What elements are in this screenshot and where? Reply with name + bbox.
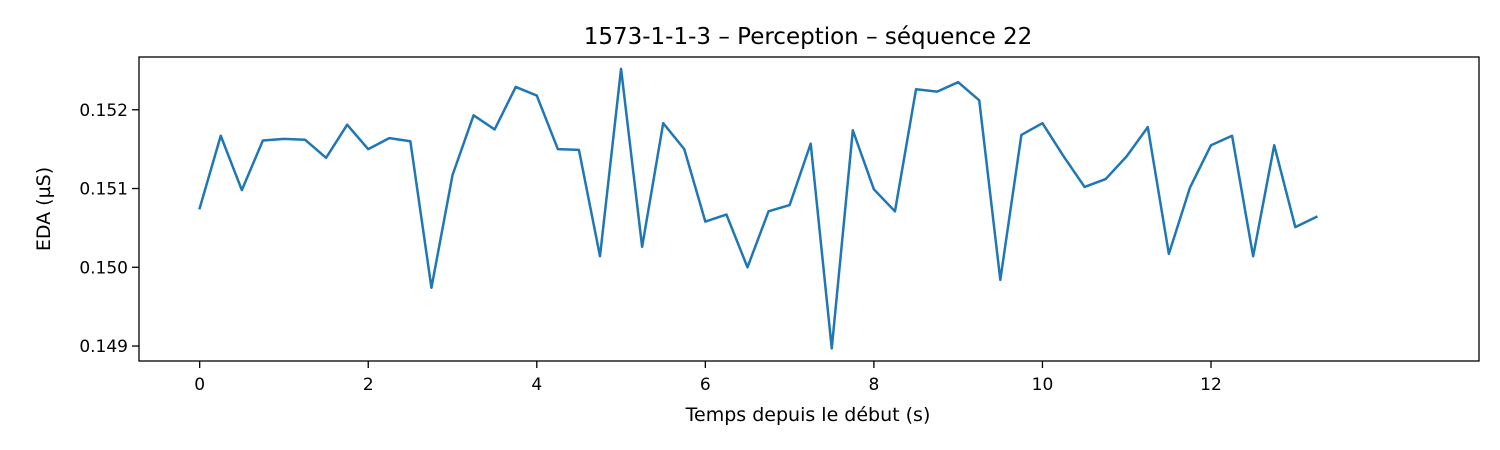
chart-title: 1573-1-1-3 – Perception – séquence 22 bbox=[584, 24, 1033, 50]
y-tick-label: 0.149 bbox=[79, 337, 128, 357]
x-tick-label: 10 bbox=[1032, 375, 1054, 395]
y-tick-label: 0.151 bbox=[79, 180, 128, 200]
y-tick-label: 0.150 bbox=[79, 258, 128, 278]
x-axis: 0 2 4 6 8 10 12 bbox=[194, 361, 1222, 395]
x-tick-label: 12 bbox=[1200, 375, 1222, 395]
x-tick-label: 4 bbox=[531, 375, 542, 395]
series-line bbox=[198, 67, 1319, 350]
plot-area bbox=[198, 67, 1319, 350]
y-axis-label: EDA (µS) bbox=[33, 167, 55, 251]
x-axis-label: Temps depuis le début (s) bbox=[685, 404, 931, 426]
plot-frame bbox=[138, 56, 1480, 362]
x-tick-label: 8 bbox=[868, 375, 879, 395]
x-tick-label: 0 bbox=[194, 375, 205, 395]
y-axis: 0.149 0.150 0.151 0.152 bbox=[79, 101, 139, 357]
x-tick-label: 6 bbox=[700, 375, 711, 395]
y-tick-label: 0.152 bbox=[79, 101, 128, 121]
x-tick-label: 2 bbox=[363, 375, 374, 395]
